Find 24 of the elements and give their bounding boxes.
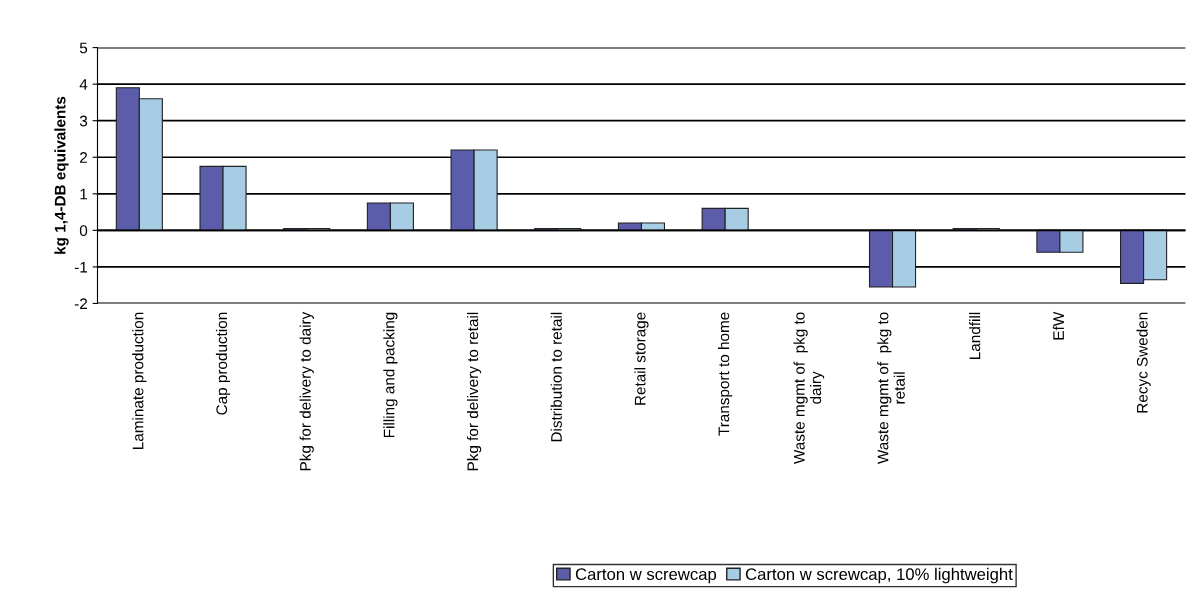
y-tick-label: 1 (80, 188, 88, 200)
x-tick-label: Distribution to retail (550, 312, 562, 442)
x-tick-label: Filling and packing (383, 312, 398, 438)
x-tick-label: Landfill (969, 312, 981, 359)
x-tick-label: Waste mgmt of pkg to dairy (793, 312, 825, 464)
y-axis-title: kg 1,4-DB equivalents (54, 96, 69, 254)
x-tick-label: EfW (1052, 311, 1064, 340)
x-tick-label: Waste mgmt of pkg to retail (877, 312, 905, 464)
y-tick-label: 5 (79, 42, 88, 54)
y-tick-label: -1 (74, 261, 88, 273)
x-tick-label: Recyc Sweden (1136, 312, 1151, 413)
x-tick-label: Transport to home (718, 312, 733, 436)
y-tick-label: 2 (80, 152, 88, 163)
x-tick-label: Pkg for delivery to dairy (299, 311, 314, 471)
x-tick-label: Cap production (215, 312, 231, 415)
y-tick-label: 3 (79, 115, 88, 127)
y-tick-label: -2 (74, 298, 88, 309)
legend-label: Carton w screwcap (575, 568, 717, 584)
y-tick-label: 4 (79, 79, 88, 90)
x-tick-label: Retail storage (634, 312, 649, 405)
x-tick-label: Pkg for delivery to retail (466, 312, 482, 471)
y-tick-label: 0 (79, 225, 88, 237)
legend-label: Carton w screwcap, 10% lightweight (745, 567, 1013, 584)
x-tick-label: Laminate production (132, 312, 147, 449)
